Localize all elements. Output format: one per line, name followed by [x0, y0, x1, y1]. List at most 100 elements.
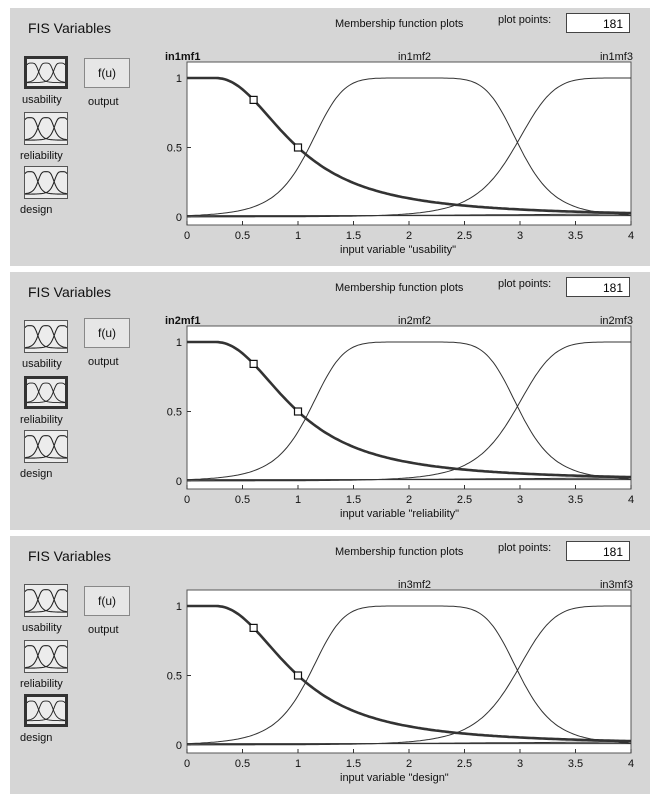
mf-icon: [27, 382, 65, 404]
x-tick-label: 3: [517, 230, 523, 242]
mf-curve-3[interactable]: [187, 341, 631, 482]
mf-curve-3[interactable]: [187, 77, 631, 218]
x-axis-label: input variable "reliability": [340, 508, 460, 520]
x-tick-label: 3: [517, 758, 523, 770]
variable-box-usability[interactable]: [24, 320, 68, 353]
variable-box-usability[interactable]: [24, 584, 68, 617]
mf-icon: [25, 325, 67, 349]
x-axis-label: input variable "design": [340, 772, 449, 784]
fis-variables-title: FIS Variables: [28, 20, 111, 36]
mf-handle-1[interactable]: [249, 359, 258, 368]
variable-box-design[interactable]: [24, 694, 68, 727]
x-tick-label: 0: [184, 494, 190, 506]
mf-label-3[interactable]: in2mf3: [600, 315, 633, 327]
variable-box-usability[interactable]: [24, 56, 68, 89]
membership-function-plots-title: Membership function plots: [335, 18, 464, 30]
membership-plot[interactable]: 0 0.5 1 1.5 2 2.5 3 3.5 4 0 0.5 1 in3mf2 in3mf3: [10, 536, 650, 794]
fis-panel-3: FIS Variables usability reliability design f…: [10, 536, 650, 794]
membership-function-plots-title: Membership function plots: [335, 546, 464, 558]
x-tick-label: 2.5: [457, 758, 472, 770]
mf-label-2[interactable]: in3mf2: [398, 579, 431, 591]
mf-handle-1[interactable]: [249, 95, 258, 104]
x-tick-label: 1.5: [346, 758, 361, 770]
mf-curve-1-selected[interactable]: [187, 604, 632, 743]
output-function-box[interactable]: f(u): [84, 318, 130, 348]
x-tick-label: 4: [628, 230, 634, 242]
fis-panel-2: FIS Variables usability reliability design f…: [10, 272, 650, 530]
mf-label-3[interactable]: in3mf3: [600, 579, 633, 591]
x-tick-label: 0.5: [235, 758, 250, 770]
plot-points-input[interactable]: [566, 541, 630, 561]
x-tick-label: 3.5: [568, 230, 583, 242]
output-function-box[interactable]: f(u): [84, 586, 130, 616]
output-label: output: [88, 624, 119, 636]
y-tick-label: 0.5: [167, 671, 182, 683]
mf-label-2[interactable]: in1mf2: [398, 51, 431, 63]
mf-curve-2[interactable]: [187, 605, 632, 745]
variable-label-design: design: [20, 468, 53, 480]
x-tick-label: 1.5: [346, 230, 361, 242]
mf-label-1[interactable]: in2mf1: [165, 315, 200, 327]
mf-curve-1-selected[interactable]: [187, 340, 632, 479]
x-axis-label: input variable "usability": [340, 244, 457, 256]
x-tick-label: 2: [406, 494, 412, 506]
mf-handle-2[interactable]: [293, 671, 303, 680]
output-function-box[interactable]: f(u): [84, 58, 130, 88]
x-tick-label: 2.5: [457, 230, 472, 242]
y-tick-label: 0.5: [167, 143, 182, 155]
x-tick-label: 1: [295, 758, 301, 770]
mf-tail-line: [187, 477, 632, 482]
variable-box-design[interactable]: [24, 166, 68, 199]
mf-curve-2[interactable]: [187, 341, 632, 481]
mf-icon: [27, 700, 65, 722]
mf-icon: [25, 645, 67, 669]
plot-points-input[interactable]: [566, 13, 630, 33]
variable-box-reliability[interactable]: [24, 640, 68, 673]
mf-icon: [25, 117, 67, 141]
membership-plot[interactable]: 0 0.5 1 1.5 2 2.5 3 3.5 4 0 0.5 1 in2mf1 in2mf2 in2mf3: [10, 272, 650, 530]
y-tick-label: 1: [176, 337, 182, 349]
variable-box-design[interactable]: [24, 430, 68, 463]
plot-area: [186, 61, 632, 226]
variable-label-usability: usability: [22, 622, 62, 634]
variable-label-reliability: reliability: [20, 414, 63, 426]
membership-function-plots-title: Membership function plots: [335, 282, 464, 294]
x-tick-label: 2: [406, 230, 412, 242]
mf-handle-2[interactable]: [293, 407, 303, 416]
x-tick-label: 1: [295, 494, 301, 506]
x-tick-label: 0.5: [235, 230, 250, 242]
variable-label-design: design: [20, 204, 53, 216]
variable-label-reliability: reliability: [20, 150, 63, 162]
mf-curve-3[interactable]: [187, 605, 631, 746]
mf-icon: [25, 435, 67, 459]
mf-curve-1-selected[interactable]: [187, 76, 632, 215]
x-tick-label: 0: [184, 230, 190, 242]
x-tick-label: 3: [517, 494, 523, 506]
mf-tail-line: [187, 741, 632, 746]
plot-points-label: plot points:: [498, 14, 552, 26]
plot-points-label: plot points:: [498, 278, 552, 290]
plot-points-label: plot points:: [498, 542, 552, 554]
fis-variables-title: FIS Variables: [28, 284, 111, 300]
mf-tail-line: [187, 213, 632, 218]
mf-curve-2[interactable]: [187, 77, 632, 217]
fis-variables-title: FIS Variables: [28, 548, 111, 564]
mf-handle-2[interactable]: [293, 143, 303, 152]
y-tick-label: 0: [176, 740, 182, 752]
mf-handle-1[interactable]: [249, 623, 258, 632]
plot-points-input[interactable]: [566, 277, 630, 297]
variable-box-reliability[interactable]: [24, 376, 68, 409]
x-tick-label: 2.5: [457, 494, 472, 506]
y-tick-label: 0: [176, 476, 182, 488]
y-tick-label: 0: [176, 212, 182, 224]
mf-label-2[interactable]: in2mf2: [398, 315, 431, 327]
x-tick-label: 0.5: [235, 494, 250, 506]
mf-label-1[interactable]: in1mf1: [165, 51, 200, 63]
mf-label-3[interactable]: in1mf3: [600, 51, 633, 63]
y-tick-label: 1: [176, 73, 182, 85]
plot-area: [186, 589, 632, 754]
variable-box-reliability[interactable]: [24, 112, 68, 145]
membership-plot[interactable]: 0 0.5 1 1.5 2 2.5 3 3.5 4 0 0.5 1 in1mf1 in1mf2 in1mf3: [10, 8, 650, 266]
y-tick-label: 0.5: [167, 407, 182, 419]
variable-label-usability: usability: [22, 94, 62, 106]
